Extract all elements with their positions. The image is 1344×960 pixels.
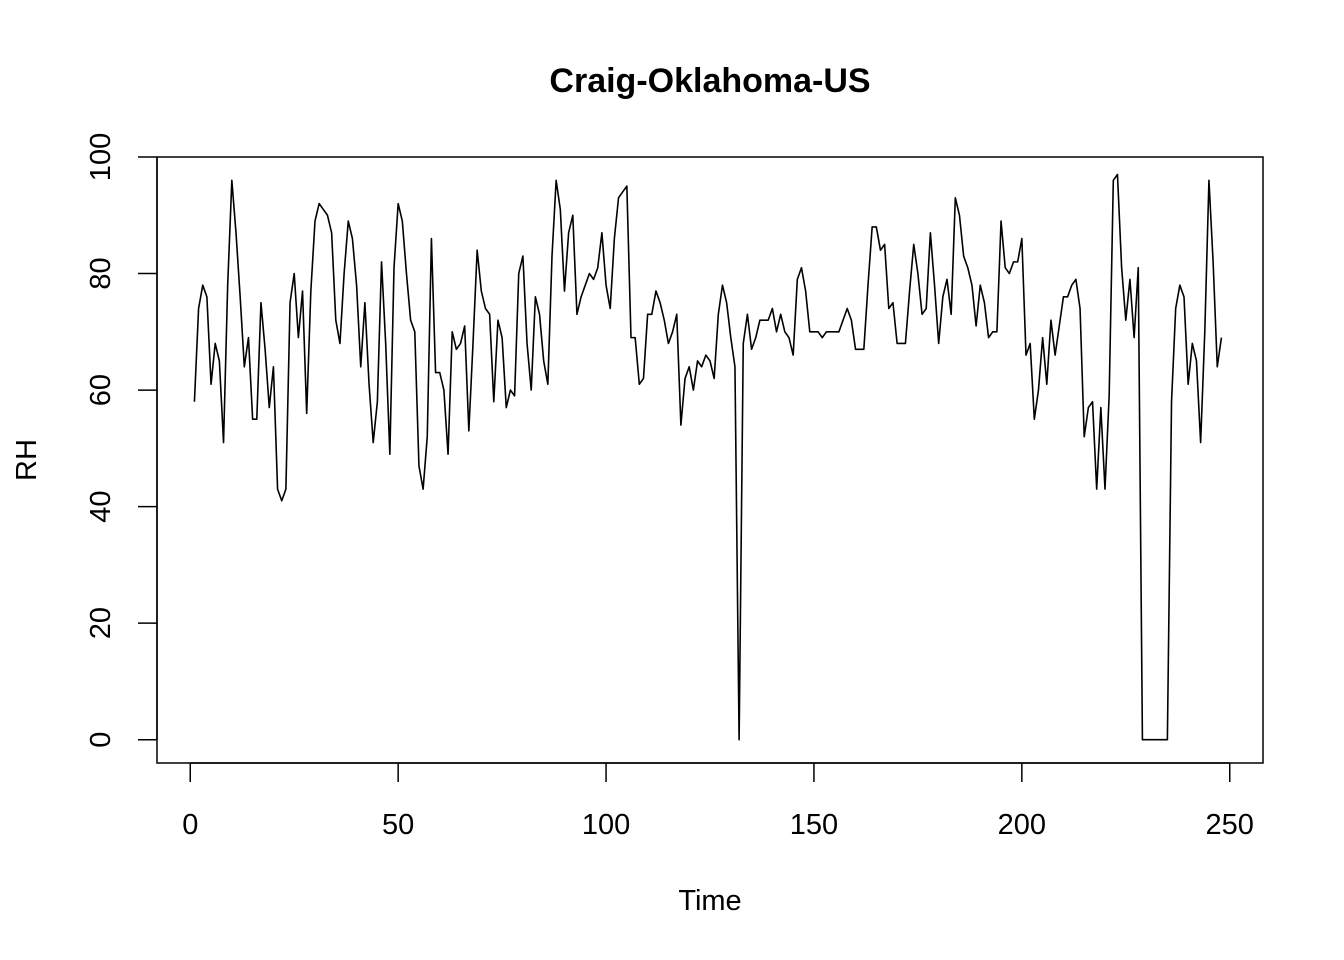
x-tick-label: 250 [1206, 809, 1254, 841]
y-axis-label: RH [11, 439, 43, 481]
plot-area-frame [156, 156, 1264, 764]
y-tick-label: 60 [85, 374, 117, 406]
y-tick-label: 100 [85, 133, 117, 181]
x-tick-label: 50 [382, 809, 414, 841]
y-tick-label: 20 [85, 607, 117, 639]
y-tick-label: 40 [85, 490, 117, 522]
x-tick-label: 150 [790, 809, 838, 841]
y-axis: 0 20 40 60 80 100 [85, 133, 158, 748]
x-axis-label: Time [678, 885, 741, 917]
x-axis: 0 50 100 150 200 250 [182, 762, 1254, 841]
series-line-rh [193, 173, 1223, 741]
x-tick-label: 200 [998, 809, 1046, 841]
x-tick-label: 0 [182, 809, 198, 841]
chart-title: Craig-Oklahoma-US [549, 62, 870, 100]
y-tick-label: 80 [85, 257, 117, 289]
y-tick-label: 0 [85, 732, 117, 748]
x-tick-label: 100 [582, 809, 630, 841]
